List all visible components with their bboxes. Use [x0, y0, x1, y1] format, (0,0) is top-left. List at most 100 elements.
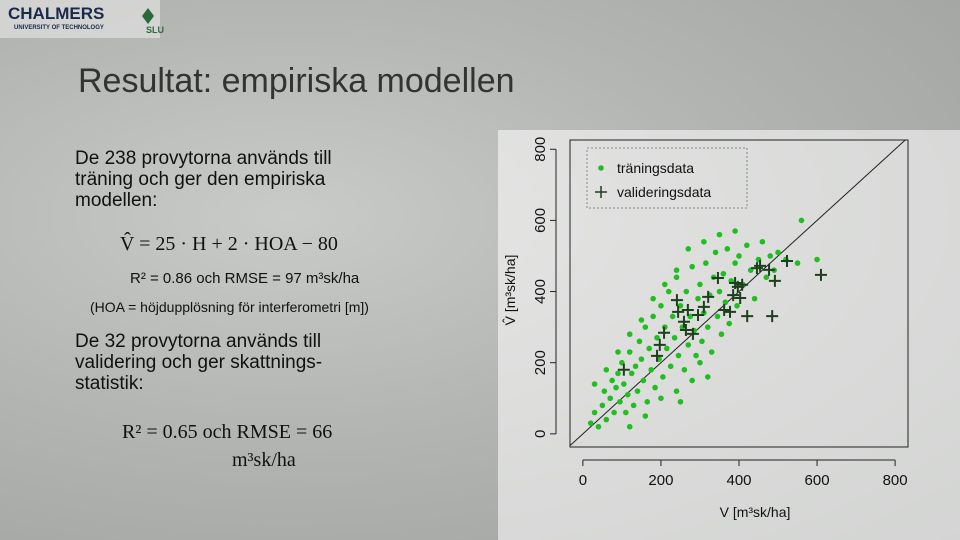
- logo-subtitle: UNIVERSITY OF TECHNOLOGY: [14, 25, 104, 31]
- point: [653, 338, 666, 351]
- point: [603, 367, 610, 373]
- x-tick-label: 400: [726, 472, 751, 489]
- point: [716, 288, 723, 295]
- paragraph-line: träning och ger den empiriska: [75, 169, 326, 190]
- point: [658, 302, 664, 309]
- point: [732, 228, 738, 234]
- point: [660, 374, 666, 380]
- point: [667, 363, 674, 370]
- point: [727, 289, 740, 302]
- point: [669, 313, 676, 320]
- chart: 0 200 400 600 800 0 200 400 600 800 V [m³sk/ha] V̂ …: [502, 137, 909, 520]
- paragraph-line: De 238 provytorna används till: [75, 148, 332, 169]
- x-tick-label: 600: [805, 472, 830, 489]
- note: (HOA = höjdupplösning för interferometri…: [90, 299, 369, 315]
- point: [646, 345, 653, 352]
- point: [587, 420, 594, 426]
- point: [767, 253, 774, 259]
- logo2-text: SLU: [146, 25, 164, 35]
- point: [697, 300, 710, 313]
- point: [702, 290, 715, 303]
- point: [697, 359, 703, 366]
- point: [703, 260, 709, 266]
- point: [768, 274, 781, 287]
- point: [763, 263, 776, 276]
- point: [732, 260, 738, 266]
- x-tick-label: 0: [579, 472, 587, 489]
- paragraph-line: statistik:: [75, 373, 144, 394]
- point: [734, 302, 740, 309]
- point: [686, 327, 699, 340]
- point: [617, 363, 630, 376]
- point: [630, 402, 637, 409]
- point: [814, 268, 827, 281]
- point: [685, 246, 692, 252]
- paragraph-line: De 32 provytorna används till: [75, 331, 321, 352]
- point: [663, 345, 670, 352]
- point: [744, 242, 750, 249]
- point: [766, 310, 779, 323]
- point: [704, 324, 711, 330]
- stats-line: R² = 0.65 och RMSE = 66: [122, 421, 332, 443]
- point: [712, 249, 719, 256]
- point: [591, 409, 598, 416]
- point: [724, 246, 731, 252]
- point: [628, 370, 635, 377]
- point: [759, 238, 766, 245]
- point: [671, 334, 678, 341]
- point: [673, 274, 680, 281]
- formula: V̂ = 25 · H + 2 · HOA − 80: [120, 231, 338, 255]
- point: [679, 323, 692, 336]
- point: [658, 326, 671, 339]
- point: [640, 377, 647, 384]
- y-tick-label: 600: [532, 208, 549, 233]
- point: [718, 304, 731, 317]
- point: [603, 416, 610, 423]
- point: [751, 295, 758, 302]
- point: [617, 399, 623, 405]
- point: [624, 391, 631, 398]
- stats-line: m³sk/ha: [232, 449, 296, 471]
- point: [720, 270, 727, 277]
- point: [726, 320, 733, 327]
- point: [794, 260, 801, 266]
- point: [685, 342, 692, 348]
- point: [741, 310, 754, 323]
- point: [673, 267, 680, 273]
- point: [621, 381, 627, 387]
- legend-marker: [598, 165, 604, 171]
- point: [615, 370, 621, 377]
- point: [672, 305, 685, 318]
- point: [591, 381, 598, 387]
- point: [615, 349, 621, 355]
- point: [689, 377, 695, 384]
- point: [697, 281, 703, 288]
- point: [798, 217, 805, 224]
- point: [611, 409, 617, 416]
- y-tick-label: 0: [532, 430, 549, 438]
- y-axis-label: V̂ [m³sk/ha]: [502, 255, 518, 326]
- point: [613, 384, 619, 391]
- point: [648, 367, 654, 373]
- point: [650, 313, 656, 320]
- point: [595, 423, 602, 430]
- point: [626, 349, 633, 355]
- point: [718, 331, 725, 338]
- logo-bg: [0, 0, 160, 38]
- point: [781, 254, 794, 267]
- point: [683, 288, 690, 295]
- point: [662, 281, 668, 288]
- point: [652, 384, 658, 391]
- point: [736, 253, 742, 259]
- point: [677, 315, 690, 328]
- y-tick-label: 400: [532, 279, 549, 304]
- point: [692, 309, 705, 322]
- point: [695, 295, 701, 302]
- point: [722, 299, 729, 306]
- point: [736, 278, 749, 291]
- point: [654, 334, 660, 341]
- legend-marker: [595, 186, 607, 198]
- point: [699, 338, 705, 345]
